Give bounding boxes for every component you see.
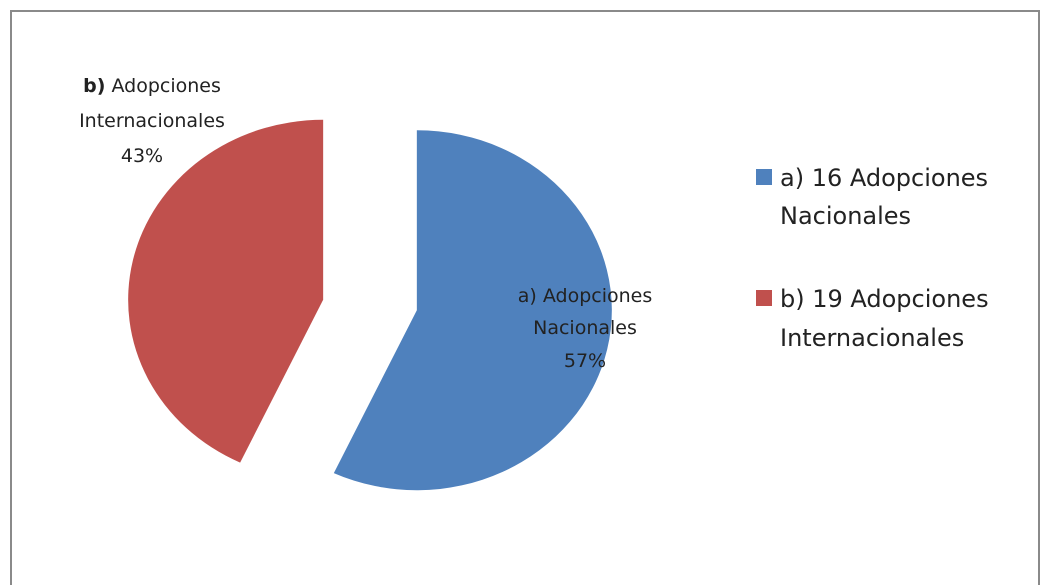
slice-label-internacionales: b) Adopciones Internacionales 43% bbox=[79, 75, 225, 167]
pie-slice-internacionales bbox=[128, 119, 324, 463]
legend-label-nacionales-line1: a) 16 Adopciones bbox=[780, 164, 988, 192]
chart-frame bbox=[10, 10, 1040, 585]
legend-swatch-nacionales bbox=[756, 169, 772, 185]
legend: a) 16 Adopciones Nacionales b) 19 Adopci… bbox=[756, 164, 989, 352]
slice-percent-nacionales: 57% bbox=[564, 350, 606, 372]
slice-label-nacionales-line1: a) Adopciones bbox=[518, 285, 652, 307]
legend-label-internacionales-line1: b) 19 Adopciones bbox=[780, 285, 989, 313]
slice-label-internacionales-line2: Internacionales bbox=[79, 110, 225, 132]
slice-label-internacionales-prefix: b) bbox=[83, 75, 105, 97]
legend-swatch-internacionales bbox=[756, 290, 772, 306]
slice-percent-internacionales: 43% bbox=[121, 145, 163, 167]
pie-slices bbox=[128, 119, 612, 491]
slice-label-nacionales: a) Adopciones Nacionales 57% bbox=[518, 285, 652, 372]
legend-label-nacionales-line2: Nacionales bbox=[780, 202, 911, 230]
slice-label-nacionales-line2: Nacionales bbox=[533, 317, 637, 339]
slice-label-internacionales-name: Adopciones bbox=[111, 75, 220, 97]
legend-label-internacionales-line2: Internacionales bbox=[780, 324, 964, 352]
pie-slice-nacionales bbox=[333, 130, 612, 491]
slice-label-internacionales-line1: b) Adopciones bbox=[83, 75, 221, 97]
